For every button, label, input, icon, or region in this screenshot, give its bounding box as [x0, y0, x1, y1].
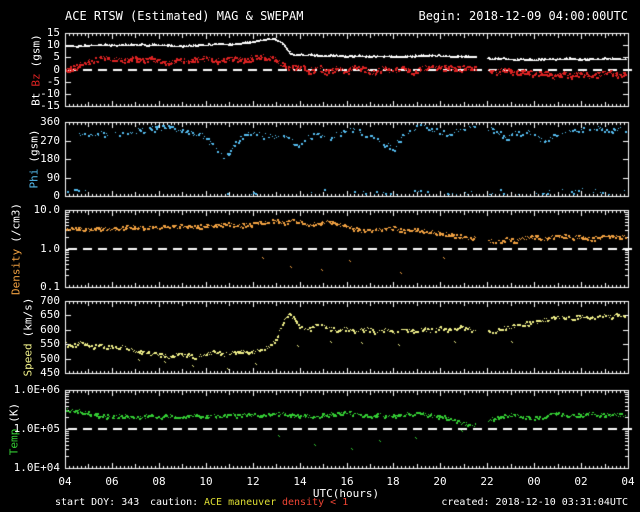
y-tick-label: 10 — [46, 38, 60, 51]
x-tick-label: 18 — [386, 475, 400, 488]
y-tick-label: 1.0E+06 — [13, 383, 60, 396]
y-tick-label: 180 — [40, 152, 60, 165]
x-tick-label: 08 — [152, 475, 166, 488]
y-tick-label: 600 — [40, 323, 60, 336]
x-tick-label: 20 — [433, 475, 447, 488]
caution-label: caution: — [150, 497, 199, 508]
plot-title: ACE RTSW (Estimated) MAG & SWEPAM — [65, 9, 304, 23]
x-tick-label: 14 — [293, 475, 307, 488]
y-tick-label: 5 — [53, 50, 60, 63]
x-tick-label: 06 — [105, 475, 119, 488]
y-tick-label: 1.0E+04 — [13, 461, 60, 474]
x-tick-label: 04 — [58, 475, 72, 488]
footer: start DOY: 343 caution: ACE maneuver den… — [0, 497, 640, 511]
y-tick-label: 0 — [53, 189, 60, 202]
y-tick-label: 650 — [40, 308, 60, 321]
x-tick-label: 10 — [199, 475, 213, 488]
y-tick-label: 270 — [40, 134, 60, 147]
y-tick-label: -5 — [46, 75, 60, 88]
y-tick-label: 15 — [46, 26, 60, 39]
x-tick-label: 16 — [340, 475, 354, 488]
y-tick-label: 90 — [46, 171, 60, 184]
x-tick-label: 12 — [246, 475, 260, 488]
y-tick-label: -10 — [40, 87, 60, 100]
x-axis-title: UTC(hours) — [312, 487, 380, 500]
y-tick-label: 360 — [40, 115, 60, 128]
caution-maneuver-label: ACE maneuver — [204, 497, 277, 508]
y-tick-label: 1.0E+05 — [13, 422, 60, 435]
start-doy-label: start DOY: 343 — [55, 497, 140, 508]
y-tick-label: 1.0 — [40, 242, 60, 255]
y-tick-label: 10.0 — [33, 203, 61, 216]
y-axis-label-part: (K) — [7, 402, 21, 423]
caution-density-label: density < 1 — [282, 497, 349, 508]
y-tick-label: 0 — [53, 63, 60, 76]
y-tick-label: 450 — [40, 366, 60, 379]
begin-timestamp: Begin: 2018-12-09 04:00:00UTC — [418, 9, 628, 23]
x-tick-label: 04 — [621, 475, 635, 488]
y-tick-label: 500 — [40, 352, 60, 365]
created-timestamp: created: 2018-12-10 03:31:04UTC — [441, 497, 628, 508]
x-tick-label: 00 — [527, 475, 541, 488]
y-tick-label: -15 — [40, 99, 60, 112]
x-tick-label: 02 — [574, 475, 588, 488]
y-tick-label: 0.1 — [40, 280, 60, 293]
x-tick-label: 22 — [480, 475, 494, 488]
y-tick-label: 550 — [40, 337, 60, 350]
y-tick-label: 700 — [40, 294, 60, 307]
